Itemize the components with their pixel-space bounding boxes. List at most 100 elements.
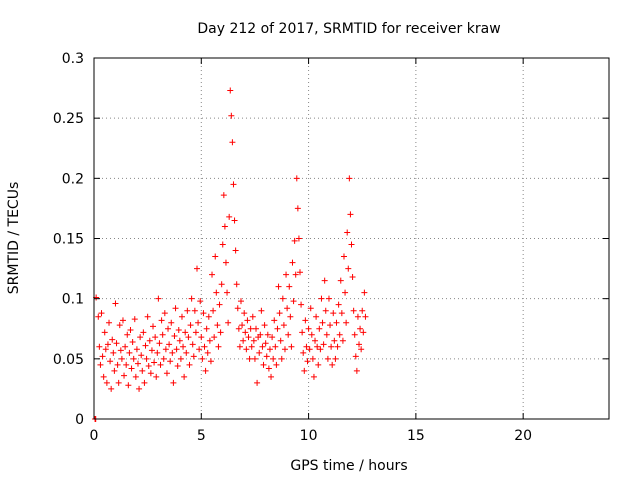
data-point xyxy=(357,325,364,332)
data-point xyxy=(133,346,140,353)
data-point xyxy=(234,305,241,312)
data-point xyxy=(220,192,227,199)
data-point xyxy=(335,301,342,308)
y-tick-label: 0.3 xyxy=(62,51,84,67)
data-point xyxy=(97,361,104,368)
data-point xyxy=(261,322,268,329)
data-points xyxy=(92,87,369,422)
data-point xyxy=(266,346,273,353)
data-point xyxy=(213,289,220,296)
x-axis-label: GPS time / hours xyxy=(290,458,407,474)
data-point xyxy=(337,277,344,284)
data-point xyxy=(312,337,319,344)
data-point xyxy=(96,343,103,350)
data-point xyxy=(132,373,139,380)
data-point xyxy=(347,211,354,218)
data-point xyxy=(172,305,179,312)
data-point xyxy=(160,355,167,362)
data-point xyxy=(269,334,276,341)
data-point xyxy=(113,340,120,347)
data-point xyxy=(307,305,314,312)
data-point xyxy=(180,343,187,350)
data-point xyxy=(227,87,234,94)
data-point xyxy=(264,331,271,338)
data-point xyxy=(230,181,237,188)
data-point xyxy=(211,334,218,341)
y-tick-label: 0.15 xyxy=(53,232,84,248)
data-point xyxy=(206,337,213,344)
data-point xyxy=(224,289,231,296)
data-point xyxy=(232,247,239,254)
data-point xyxy=(197,298,204,305)
data-point xyxy=(339,337,346,344)
data-point xyxy=(235,325,242,332)
data-point xyxy=(233,281,240,288)
data-point xyxy=(265,365,272,372)
data-point xyxy=(346,175,353,182)
data-point xyxy=(115,379,122,386)
data-point xyxy=(119,317,126,324)
data-point xyxy=(153,373,160,380)
data-point xyxy=(246,355,253,362)
y-tick-label: 0.05 xyxy=(53,352,84,368)
data-point xyxy=(320,341,327,348)
data-point xyxy=(199,355,206,362)
data-point xyxy=(106,319,113,326)
data-point xyxy=(244,317,251,324)
data-point xyxy=(163,370,170,377)
data-point xyxy=(271,317,278,324)
data-point xyxy=(298,301,305,308)
data-point xyxy=(216,301,223,308)
data-point xyxy=(308,331,315,338)
data-point xyxy=(117,347,124,354)
data-point xyxy=(258,307,265,314)
data-point xyxy=(343,319,350,326)
data-point xyxy=(272,343,279,350)
y-tick-label: 0.25 xyxy=(53,111,84,127)
data-point xyxy=(108,385,115,392)
data-point xyxy=(287,313,294,320)
data-point xyxy=(187,322,194,329)
data-point xyxy=(201,343,208,350)
data-point xyxy=(310,373,317,380)
data-point xyxy=(147,370,154,377)
data-point xyxy=(218,281,225,288)
data-point xyxy=(141,379,148,386)
data-point xyxy=(130,355,137,362)
data-point xyxy=(274,325,281,332)
data-point xyxy=(321,277,328,284)
data-point xyxy=(136,385,143,392)
data-point xyxy=(297,269,303,276)
data-point xyxy=(303,343,310,350)
data-point xyxy=(202,367,209,374)
data-point xyxy=(182,329,189,336)
data-point xyxy=(359,307,366,314)
data-point xyxy=(286,283,293,290)
data-point xyxy=(262,340,269,347)
data-point xyxy=(295,235,302,242)
data-point xyxy=(360,329,367,336)
data-point xyxy=(110,349,117,356)
data-point xyxy=(251,355,258,362)
data-point xyxy=(250,337,257,344)
data-point xyxy=(204,349,211,356)
data-point xyxy=(138,352,145,359)
data-point xyxy=(305,325,312,332)
data-point xyxy=(323,331,330,338)
data-point xyxy=(242,329,249,336)
data-point xyxy=(309,355,316,362)
data-point xyxy=(169,349,176,356)
data-point xyxy=(362,313,369,320)
data-point xyxy=(270,355,277,362)
data-point xyxy=(168,319,175,326)
data-point xyxy=(189,341,196,348)
data-point xyxy=(121,372,128,379)
data-point xyxy=(174,363,181,370)
plot-frame xyxy=(93,57,610,420)
y-tick-label: 0.1 xyxy=(62,292,84,308)
data-point xyxy=(165,325,172,332)
data-point xyxy=(155,295,162,302)
data-point xyxy=(292,271,299,278)
data-point xyxy=(239,322,246,329)
